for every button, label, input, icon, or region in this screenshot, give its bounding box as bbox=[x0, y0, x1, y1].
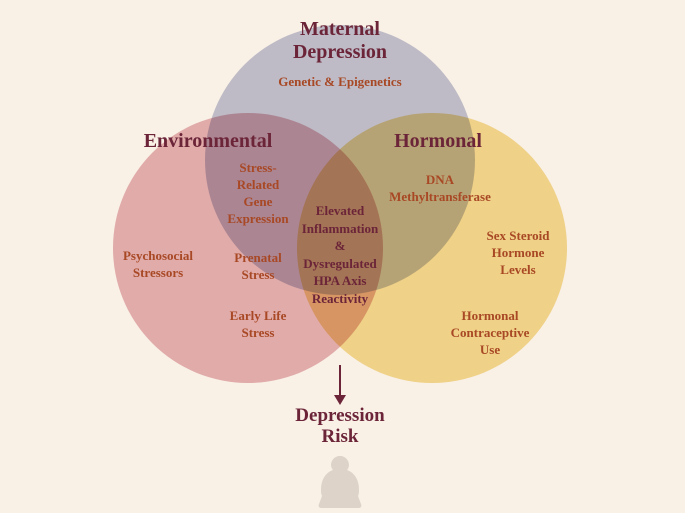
title-environmental: Environmental bbox=[118, 130, 298, 153]
item-genetic-epigenetics: Genetic & Epigenetics bbox=[250, 74, 430, 91]
item-center: ElevatedInflammation&DysregulatedHPA Axi… bbox=[290, 202, 390, 307]
item-psychosocial: PsychosocialStressors bbox=[108, 248, 208, 282]
item-stress-gene: Stress-RelatedGeneExpression bbox=[218, 160, 298, 228]
title-hormonal: Hormonal bbox=[358, 130, 518, 153]
item-sex-steroid: Sex SteroidHormoneLevels bbox=[470, 228, 566, 279]
outcome-arrow-head bbox=[334, 395, 346, 405]
outcome-label: DepressionRisk bbox=[260, 406, 420, 448]
item-contraceptive: HormonalContraceptiveUse bbox=[432, 308, 548, 359]
item-dna-methyl: DNAMethyltransferase bbox=[374, 172, 506, 206]
item-prenatal-stress: PrenatalStress bbox=[222, 250, 294, 284]
title-maternal: MaternalDepression bbox=[240, 18, 440, 64]
item-early-life: Early LifeStress bbox=[222, 308, 294, 342]
outcome-arrow-line bbox=[339, 365, 341, 397]
silhouette-icon bbox=[310, 452, 370, 508]
